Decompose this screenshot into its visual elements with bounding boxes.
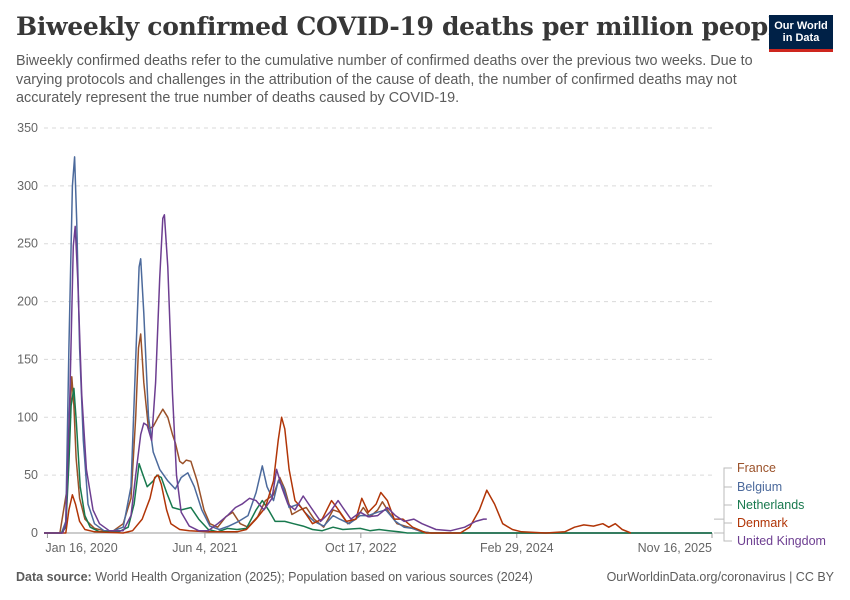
series-lines: [44, 156, 712, 534]
x-tick-label: Jan 16, 2020: [45, 541, 117, 555]
y-tick-label: 250: [17, 237, 38, 251]
legend-label-united-kingdom[interactable]: United Kingdom: [737, 534, 826, 548]
logo-line-1: Our World: [774, 20, 828, 32]
data-source-text: World Health Organization (2025); Popula…: [95, 570, 533, 584]
x-axis: Jan 16, 2020 Jun 4, 2021 Oct 17, 2022 Feb 2…: [44, 532, 713, 555]
y-tick-label: 100: [17, 410, 38, 424]
series-line-france[interactable]: [44, 333, 712, 534]
series-line-united-kingdom[interactable]: [44, 214, 487, 534]
x-tick-label: Oct 17, 2022: [325, 541, 397, 555]
legend-label-netherlands[interactable]: Netherlands: [737, 498, 804, 512]
legend: France Belgium Netherlands Denmark United Ki…: [714, 461, 826, 548]
series-line-netherlands[interactable]: [44, 387, 712, 534]
chart-title: Biweekly confirmed COVID-19 deaths per m…: [16, 12, 793, 41]
legend-connector: [714, 522, 732, 534]
logo-line-2: in Data: [782, 32, 820, 44]
legend-label-belgium[interactable]: Belgium: [737, 480, 782, 494]
y-tick-label: 0: [31, 526, 38, 540]
separator: |: [789, 570, 796, 584]
y-tick-label: 300: [17, 179, 38, 193]
owid-logo[interactable]: Our World in Data: [769, 15, 833, 52]
y-tick-label: 50: [24, 468, 38, 482]
x-tick-label: Nov 16, 2025: [638, 541, 712, 555]
y-tick-label: 200: [17, 295, 38, 309]
y-tick-label: 150: [17, 352, 38, 366]
x-tick-label: Jun 4, 2021: [172, 541, 237, 555]
y-tick-label: 350: [17, 121, 38, 135]
legend-connector: [714, 518, 732, 542]
y-axis-labels: 0 50 100 150 200 250 300 350: [17, 121, 38, 540]
data-source: Data source: World Health Organization (…: [16, 570, 533, 584]
license: CC BY: [795, 570, 834, 584]
legend-label-denmark[interactable]: Denmark: [737, 516, 788, 530]
footer: Data source: World Health Organization (…: [16, 570, 834, 584]
data-source-label: Data source:: [16, 570, 92, 584]
legend-label-france[interactable]: France: [737, 461, 776, 475]
footer-right: OurWorldinData.org/coronavirus | CC BY: [607, 570, 834, 584]
source-link[interactable]: OurWorldinData.org/coronavirus: [606, 570, 786, 584]
chart-subtitle: Biweekly confirmed deaths refer to the c…: [16, 53, 753, 106]
series-line-denmark[interactable]: [44, 416, 632, 534]
legend-connector: [714, 486, 732, 534]
x-tick-label: Feb 29, 2024: [480, 541, 554, 555]
